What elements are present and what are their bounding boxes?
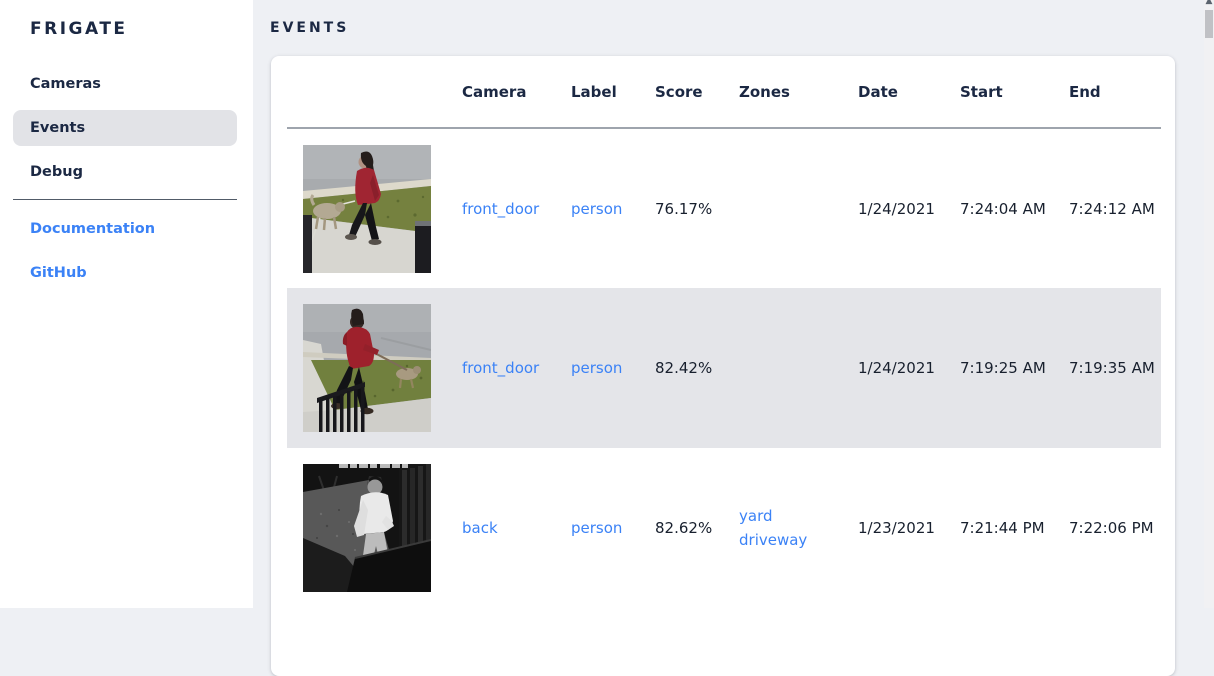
dog-figure [396, 366, 421, 389]
zones-cell [739, 288, 858, 448]
score-cell: 82.62% [655, 519, 713, 537]
railing [317, 382, 365, 432]
label-link[interactable]: person [571, 199, 623, 218]
start-cell: 7:24:04 AM [960, 199, 1046, 218]
person-figure [345, 151, 382, 245]
zone-link[interactable]: yard [739, 507, 773, 525]
events-table: Camera Label Score Zones Date Start End [287, 56, 1161, 608]
column-header-camera: Camera [462, 56, 571, 129]
label-link[interactable]: person [571, 359, 623, 377]
start-cell: 7:19:25 AM [960, 359, 1046, 377]
page-title: EVENTS [270, 20, 350, 36]
event-row[interactable]: front_door person 76.17% 1/24/2021 7:24:… [287, 128, 1161, 288]
column-header-label: Label [571, 56, 655, 129]
zones-cell: yard driveway [739, 448, 858, 608]
events-page: EVENTS Camera Label Score Zones Date Sta… [253, 0, 1204, 676]
label-link[interactable]: person [571, 519, 623, 537]
app-title: FRIGATE [30, 19, 128, 39]
thumbnail-cell [287, 448, 462, 608]
column-header-zones: Zones [739, 56, 858, 129]
label-cell: person [571, 448, 655, 608]
end-cell: 7:24:12 AM [1069, 199, 1155, 218]
sidebar-divider [13, 199, 237, 200]
camera-link[interactable]: front_door [462, 199, 540, 218]
date-cell: 1/24/2021 [858, 199, 935, 218]
sidebar-link-github[interactable]: GitHub [30, 265, 87, 281]
zone-link[interactable]: driveway [739, 531, 808, 549]
scrollbar-thumb[interactable] [1205, 10, 1213, 38]
date-cell: 1/24/2021 [858, 359, 935, 377]
camera-link[interactable]: back [462, 519, 498, 537]
timestamp-overlay [339, 464, 408, 468]
camera-cell: front_door [462, 128, 571, 288]
events-card: Camera Label Score Zones Date Start End [271, 56, 1175, 676]
start-cell: 7:21:44 PM [960, 519, 1045, 537]
end-cell: 7:19:35 AM [1069, 359, 1155, 377]
column-header-date: Date [858, 56, 960, 129]
label-cell: person [571, 128, 655, 288]
label-cell: person [571, 288, 655, 448]
dog-figure [310, 193, 345, 230]
sidebar-nav: Cameras Events Debug Documentation GitHu… [0, 66, 253, 291]
column-header-thumbnail [287, 56, 462, 129]
vertical-scrollbar[interactable]: ▲ [1204, 0, 1214, 608]
camera-cell: front_door [462, 288, 571, 448]
camera-cell: back [462, 448, 571, 608]
thumbnail-cell [287, 128, 462, 288]
sidebar-item-debug[interactable]: Debug [30, 164, 83, 180]
score-cell: 82.42% [655, 359, 713, 377]
event-thumbnail[interactable] [303, 464, 431, 592]
sidebar-link-documentation[interactable]: Documentation [30, 221, 156, 237]
column-header-score: Score [655, 56, 739, 129]
event-row[interactable]: back person 82.62% yard driveway 1/23/20… [287, 448, 1161, 608]
scroll-up-icon[interactable]: ▲ [1205, 0, 1213, 6]
thumbnail-cell [287, 288, 462, 448]
event-thumbnail[interactable] [303, 304, 431, 432]
sidebar-item-cameras[interactable]: Cameras [30, 76, 101, 92]
column-header-end: End [1069, 56, 1161, 129]
table-header-row: Camera Label Score Zones Date Start End [287, 56, 1161, 129]
column-header-start: Start [960, 56, 1069, 129]
sidebar: FRIGATE Cameras Events Debug Documentati… [0, 0, 253, 608]
zones-cell [739, 128, 858, 288]
score-cell: 76.17% [655, 199, 713, 218]
date-cell: 1/23/2021 [858, 519, 935, 537]
camera-link[interactable]: front_door [462, 359, 540, 377]
event-thumbnail[interactable] [303, 144, 431, 273]
event-row-selected[interactable]: front_door person 82.42% 1/24/2021 7:19:… [287, 288, 1161, 448]
end-cell: 7:22:06 PM [1069, 519, 1154, 537]
sidebar-item-events[interactable]: Events [13, 110, 237, 146]
